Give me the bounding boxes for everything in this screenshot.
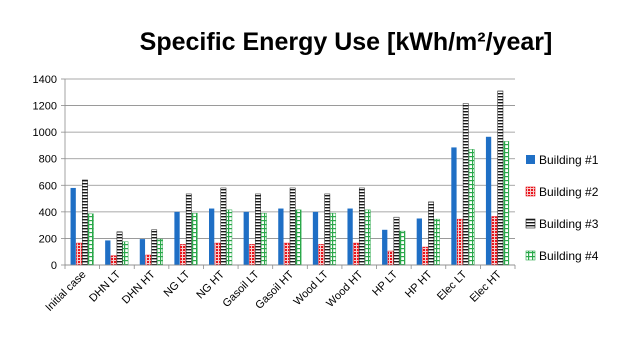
y-tick-label: 400 (39, 207, 57, 219)
x-tick-label: DHN LT (87, 268, 123, 304)
bar-building-1 (382, 229, 388, 265)
bar-building-1 (416, 218, 422, 265)
bar-building-1 (347, 208, 353, 265)
x-tick-label: DHN HT (120, 268, 158, 306)
legend-label: Building #4 (539, 249, 599, 263)
y-tick-label: 200 (39, 233, 57, 245)
bar-building-4 (122, 241, 129, 266)
bar-building-2 (249, 244, 256, 266)
bar-building-1 (139, 239, 146, 265)
bar-building-1 (105, 240, 111, 265)
bar-building-4 (191, 212, 198, 266)
legend-swatch (526, 155, 535, 164)
x-tick-label: Elec HT (468, 268, 504, 304)
x-tick-label: Initial case (43, 269, 88, 314)
legend-swatch (525, 218, 536, 229)
bar-building-2 (180, 244, 186, 266)
bar-building-3 (358, 187, 365, 266)
chart-title: Specific Energy Use [kWh/m²/year] (140, 28, 553, 56)
bar-building-4 (330, 212, 337, 266)
y-tick-label: 1200 (33, 101, 57, 113)
bar-building-1 (451, 147, 457, 265)
bar-building-4 (87, 213, 94, 266)
y-tick-label: 1400 (33, 74, 57, 86)
bar-building-2 (456, 218, 463, 266)
bar-building-2 (387, 250, 394, 266)
y-tick-label: 800 (39, 154, 57, 166)
bar-building-3 (116, 231, 123, 266)
bar-building-3 (324, 193, 331, 266)
legend-label: Building #3 (539, 217, 599, 231)
bar-building-4 (226, 209, 233, 266)
bar-building-2 (214, 242, 221, 266)
bar-building-2 (491, 216, 498, 266)
legend-label: Building #2 (539, 185, 599, 199)
bar-building-2 (145, 254, 152, 266)
bar-building-3 (497, 90, 504, 266)
bar-building-1 (278, 208, 284, 265)
bar-building-3 (289, 187, 296, 266)
bar-building-3 (255, 193, 261, 266)
x-tick-label: HP LT (370, 268, 400, 298)
x-tick-label: HP HT (403, 268, 435, 300)
bar-building-2 (76, 242, 82, 266)
bar-building-3 (151, 229, 158, 266)
legend-swatch (525, 186, 536, 197)
bar-building-2 (422, 246, 429, 266)
bar-building-4 (399, 230, 406, 266)
bar-building-3 (185, 193, 192, 266)
bar-building-4 (157, 238, 163, 266)
x-tick-label: Gasoil HT (253, 268, 296, 311)
legend-label: Building #1 (539, 153, 599, 167)
bar-building-4 (468, 149, 475, 266)
x-tick-label: NG HT (194, 268, 227, 301)
bar-building-2 (110, 255, 117, 266)
bar-building-2 (283, 242, 290, 266)
bar-building-3 (462, 103, 469, 266)
x-tick-label: Wood HT (324, 268, 365, 309)
y-tick-label: 600 (39, 180, 57, 192)
bar-building-3 (220, 187, 227, 266)
bar-building-3 (428, 201, 434, 266)
bar-building-1 (485, 136, 492, 265)
bar-building-4 (295, 209, 302, 266)
x-tick-label: Elec LT (435, 268, 469, 302)
legend-swatch (525, 250, 536, 261)
bar-building-4 (503, 141, 510, 266)
bar-building-4 (261, 212, 267, 266)
bar-building-4 (364, 209, 371, 266)
bar-building-1 (174, 211, 180, 265)
bar-building-1 (312, 211, 319, 265)
bar-building-4 (434, 218, 440, 266)
bar-building-2 (353, 242, 359, 266)
bar-building-2 (318, 244, 325, 266)
bar-building-1 (209, 208, 215, 265)
bar-building-1 (70, 187, 76, 265)
y-tick-label: 0 (51, 260, 57, 272)
bar-building-3 (393, 216, 400, 266)
x-tick-label: NG LT (162, 268, 193, 299)
bar-building-3 (82, 179, 88, 266)
bar-building-1 (243, 211, 249, 265)
y-tick-label: 1000 (33, 127, 57, 139)
